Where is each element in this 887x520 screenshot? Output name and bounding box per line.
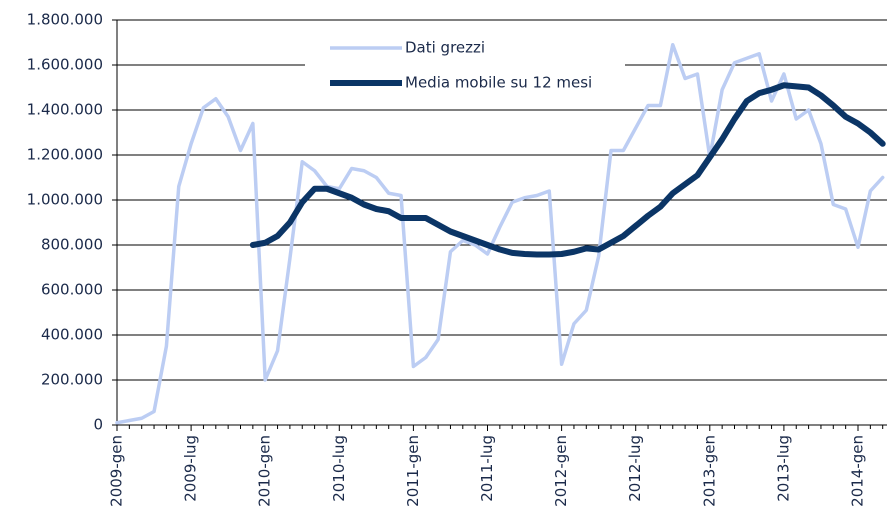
y-tick-label: 0 bbox=[93, 416, 103, 434]
x-tick-label: 2009-lug bbox=[182, 435, 200, 502]
x-tick-label: 2012-lug bbox=[626, 435, 644, 502]
y-tick-label: 1.400.000 bbox=[27, 101, 103, 119]
y-tick-label: 1.200.000 bbox=[27, 146, 103, 164]
y-tick-label: 1.000.000 bbox=[27, 191, 103, 209]
x-tick-label: 2011-lug bbox=[478, 435, 496, 502]
series-line bbox=[249, 82, 886, 258]
y-tick-label: 1.800.000 bbox=[27, 11, 103, 29]
legend-label: Media mobile su 12 mesi bbox=[405, 74, 592, 92]
legend-box bbox=[305, 32, 625, 100]
x-tick-label: 2009-gen bbox=[108, 435, 126, 507]
x-tick-label: 2013-gen bbox=[700, 435, 718, 507]
x-tick-label: 2010-lug bbox=[330, 435, 348, 502]
y-tick-label: 800.000 bbox=[41, 236, 103, 254]
x-tick-label: 2010-gen bbox=[256, 435, 274, 507]
y-tick-label: 400.000 bbox=[41, 326, 103, 344]
series-line bbox=[115, 43, 885, 425]
y-tick-label: 600.000 bbox=[41, 281, 103, 299]
y-tick-label: 1.600.000 bbox=[27, 56, 103, 74]
y-tick-label: 200.000 bbox=[41, 371, 103, 389]
x-tick-label: 2011-gen bbox=[404, 435, 422, 507]
x-tick-label: 2014-gen bbox=[849, 435, 867, 507]
legend-label: Dati grezzi bbox=[405, 39, 485, 57]
x-tick-label: 2012-gen bbox=[552, 435, 570, 507]
x-tick-label: 2013-lug bbox=[774, 435, 792, 502]
